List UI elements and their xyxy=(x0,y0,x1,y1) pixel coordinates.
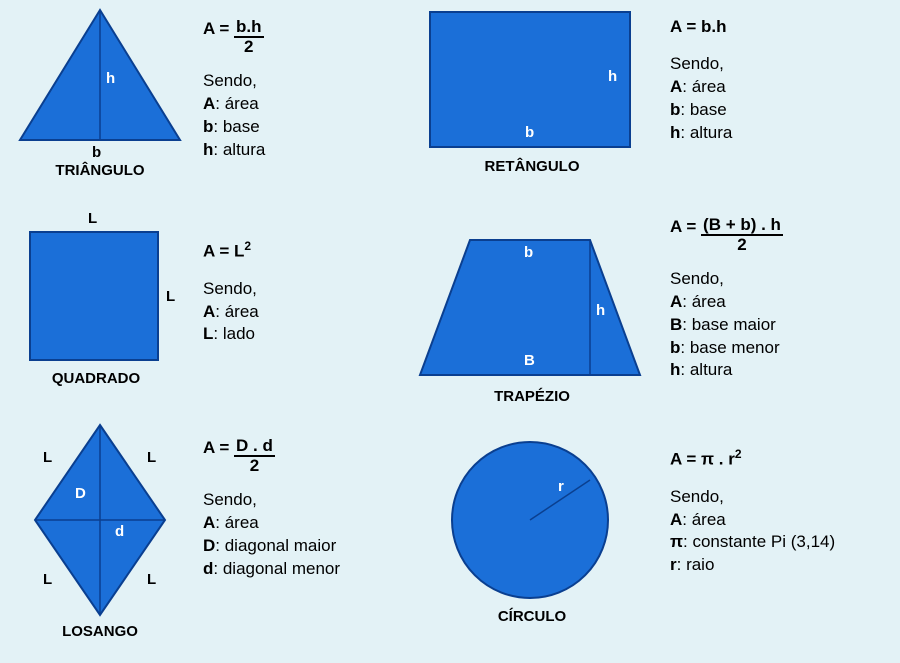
formula-square-main: A = L xyxy=(203,242,244,261)
label-triangle-b: b xyxy=(92,144,101,161)
trapezoid-def0-sym: A xyxy=(670,292,682,311)
shape-trapezoid: b B h xyxy=(420,240,640,385)
trapezoid-def3-sym: h xyxy=(670,360,680,379)
rectangle-def0-txt: : área xyxy=(682,77,725,96)
formula-circle-main: A = π . r xyxy=(670,450,735,469)
formula-circle-sup: 2 xyxy=(735,447,742,461)
panel-trapezoid: b B h TRAPÉZIO A = (B + b) . h2 Sendo, A… xyxy=(420,210,900,430)
trapezoid-def2-sym: b xyxy=(670,338,680,357)
shape-square: L L xyxy=(30,232,158,365)
formula-triangle-den: 2 xyxy=(234,38,264,56)
circle-def2-sym: r xyxy=(670,555,677,574)
shape-triangle: h b xyxy=(20,10,180,155)
panel-triangle: h b TRIÂNGULO A = b.h2 Sendo, A: área b:… xyxy=(0,0,450,200)
triangle-def0-sym: A xyxy=(203,94,215,113)
rectangle-def1-sym: b xyxy=(670,100,680,119)
label-trap-h: h xyxy=(596,302,605,319)
label-rect-b: b xyxy=(525,124,534,141)
rectangle-def1-txt: : base xyxy=(680,100,726,119)
rhombus-def2-sym: d xyxy=(203,559,213,578)
formula-rhombus: A = D . d2 Sendo, A: área D: diagonal ma… xyxy=(203,437,340,580)
name-square: QUADRADO xyxy=(6,370,186,387)
label-rect-h: h xyxy=(608,68,617,85)
rhombus-def2-txt: : diagonal menor xyxy=(213,559,340,578)
circle-def1-sym: π xyxy=(670,532,683,551)
circle-def2-txt: : raio xyxy=(677,555,715,574)
name-circle: CÍRCULO xyxy=(442,608,622,625)
circle-def0-sym: A xyxy=(670,510,682,529)
label-rhombus-l1: L xyxy=(43,449,52,466)
rhombus-def0-txt: : área xyxy=(215,513,258,532)
rhombus-def1-sym: D xyxy=(203,536,215,555)
shape-rhombus: L L L L D d xyxy=(35,425,165,620)
formula-trapezoid-num: (B + b) . h xyxy=(701,216,783,236)
name-rectangle: RETÂNGULO xyxy=(442,158,622,175)
formula-trapezoid: A = (B + b) . h2 Sendo, A: área B: base … xyxy=(670,216,783,382)
triangle-def1-sym: b xyxy=(203,117,213,136)
panel-rectangle: h b RETÂNGULO A = b.h Sendo, A: área b: … xyxy=(420,0,900,200)
formula-square: A = L2 Sendo, A: área L: lado xyxy=(203,238,259,346)
circle-def0-txt: : área xyxy=(682,510,725,529)
square-def1-txt: : lado xyxy=(213,324,255,343)
name-rhombus: LOSANGO xyxy=(10,623,190,640)
triangle-def0-txt: : área xyxy=(215,94,258,113)
name-triangle: TRIÂNGULO xyxy=(10,162,190,179)
label-trap-b: b xyxy=(524,244,533,261)
label-rhombus-D: D xyxy=(75,485,86,502)
trapezoid-def1-sym: B xyxy=(670,315,682,334)
trapezoid-def0-txt: : área xyxy=(682,292,725,311)
square-def1-sym: L xyxy=(203,324,213,343)
rhombus-sendo: Sendo, xyxy=(203,489,340,512)
circle-sendo: Sendo, xyxy=(670,486,835,509)
rectangle-sendo: Sendo, xyxy=(670,53,732,76)
trapezoid-sendo: Sendo, xyxy=(670,268,783,291)
label-rhombus-d: d xyxy=(115,523,124,540)
formula-trapezoid-den: 2 xyxy=(701,236,783,254)
rhombus-def0-sym: A xyxy=(203,513,215,532)
label-rhombus-l3: L xyxy=(43,571,52,588)
rhombus-def1-txt: : diagonal maior xyxy=(215,536,336,555)
formula-triangle: A = b.h2 Sendo, A: área b: base h: altur… xyxy=(203,18,265,161)
formula-triangle-num: b.h xyxy=(234,18,264,38)
formula-trapezoid-lhs: A = xyxy=(670,217,701,236)
label-square-side: L xyxy=(166,288,175,305)
label-trap-B: B xyxy=(524,352,535,369)
label-rhombus-l4: L xyxy=(147,571,156,588)
label-square-top: L xyxy=(88,210,97,227)
square-def0-txt: : área xyxy=(215,302,258,321)
triangle-sendo: Sendo, xyxy=(203,70,265,93)
panel-circle: r CÍRCULO A = π . r2 Sendo, A: área π: c… xyxy=(420,440,900,663)
triangle-def2-txt: : altura xyxy=(213,140,265,159)
name-trapezoid: TRAPÉZIO xyxy=(442,388,622,405)
circle-def1-txt: : constante Pi (3,14) xyxy=(683,532,835,551)
formula-rectangle-main: A = b.h xyxy=(670,17,727,36)
shape-rectangle: h b xyxy=(430,12,630,152)
formula-rhombus-den: 2 xyxy=(234,457,275,475)
panel-square: L L QUADRADO A = L2 Sendo, A: área L: la… xyxy=(0,210,450,410)
trapezoid-def2-txt: : base menor xyxy=(680,338,779,357)
rectangle-def2-txt: : altura xyxy=(680,123,732,142)
panel-rhombus: L L L L D d LOSANGO A = D . d2 Sendo, A:… xyxy=(0,425,450,663)
square-sendo: Sendo, xyxy=(203,278,259,301)
triangle-def2-sym: h xyxy=(203,140,213,159)
rectangle-def2-sym: h xyxy=(670,123,680,142)
shape-circle: r xyxy=(450,440,610,605)
label-rhombus-l2: L xyxy=(147,449,156,466)
formula-rhombus-lhs: A = xyxy=(203,438,234,457)
formula-square-sup: 2 xyxy=(244,239,251,253)
trapezoid-def1-txt: : base maior xyxy=(682,315,776,334)
label-circle-r: r xyxy=(558,478,564,495)
label-triangle-h: h xyxy=(106,70,115,87)
rectangle-def0-sym: A xyxy=(670,77,682,96)
trapezoid-def3-txt: : altura xyxy=(680,360,732,379)
formula-rectangle: A = b.h Sendo, A: área b: base h: altura xyxy=(670,16,732,145)
formula-circle: A = π . r2 Sendo, A: área π: constante P… xyxy=(670,446,835,577)
triangle-def1-txt: : base xyxy=(213,117,259,136)
square-def0-sym: A xyxy=(203,302,215,321)
formula-triangle-lhs: A = xyxy=(203,19,234,38)
formula-rhombus-num: D . d xyxy=(234,437,275,457)
